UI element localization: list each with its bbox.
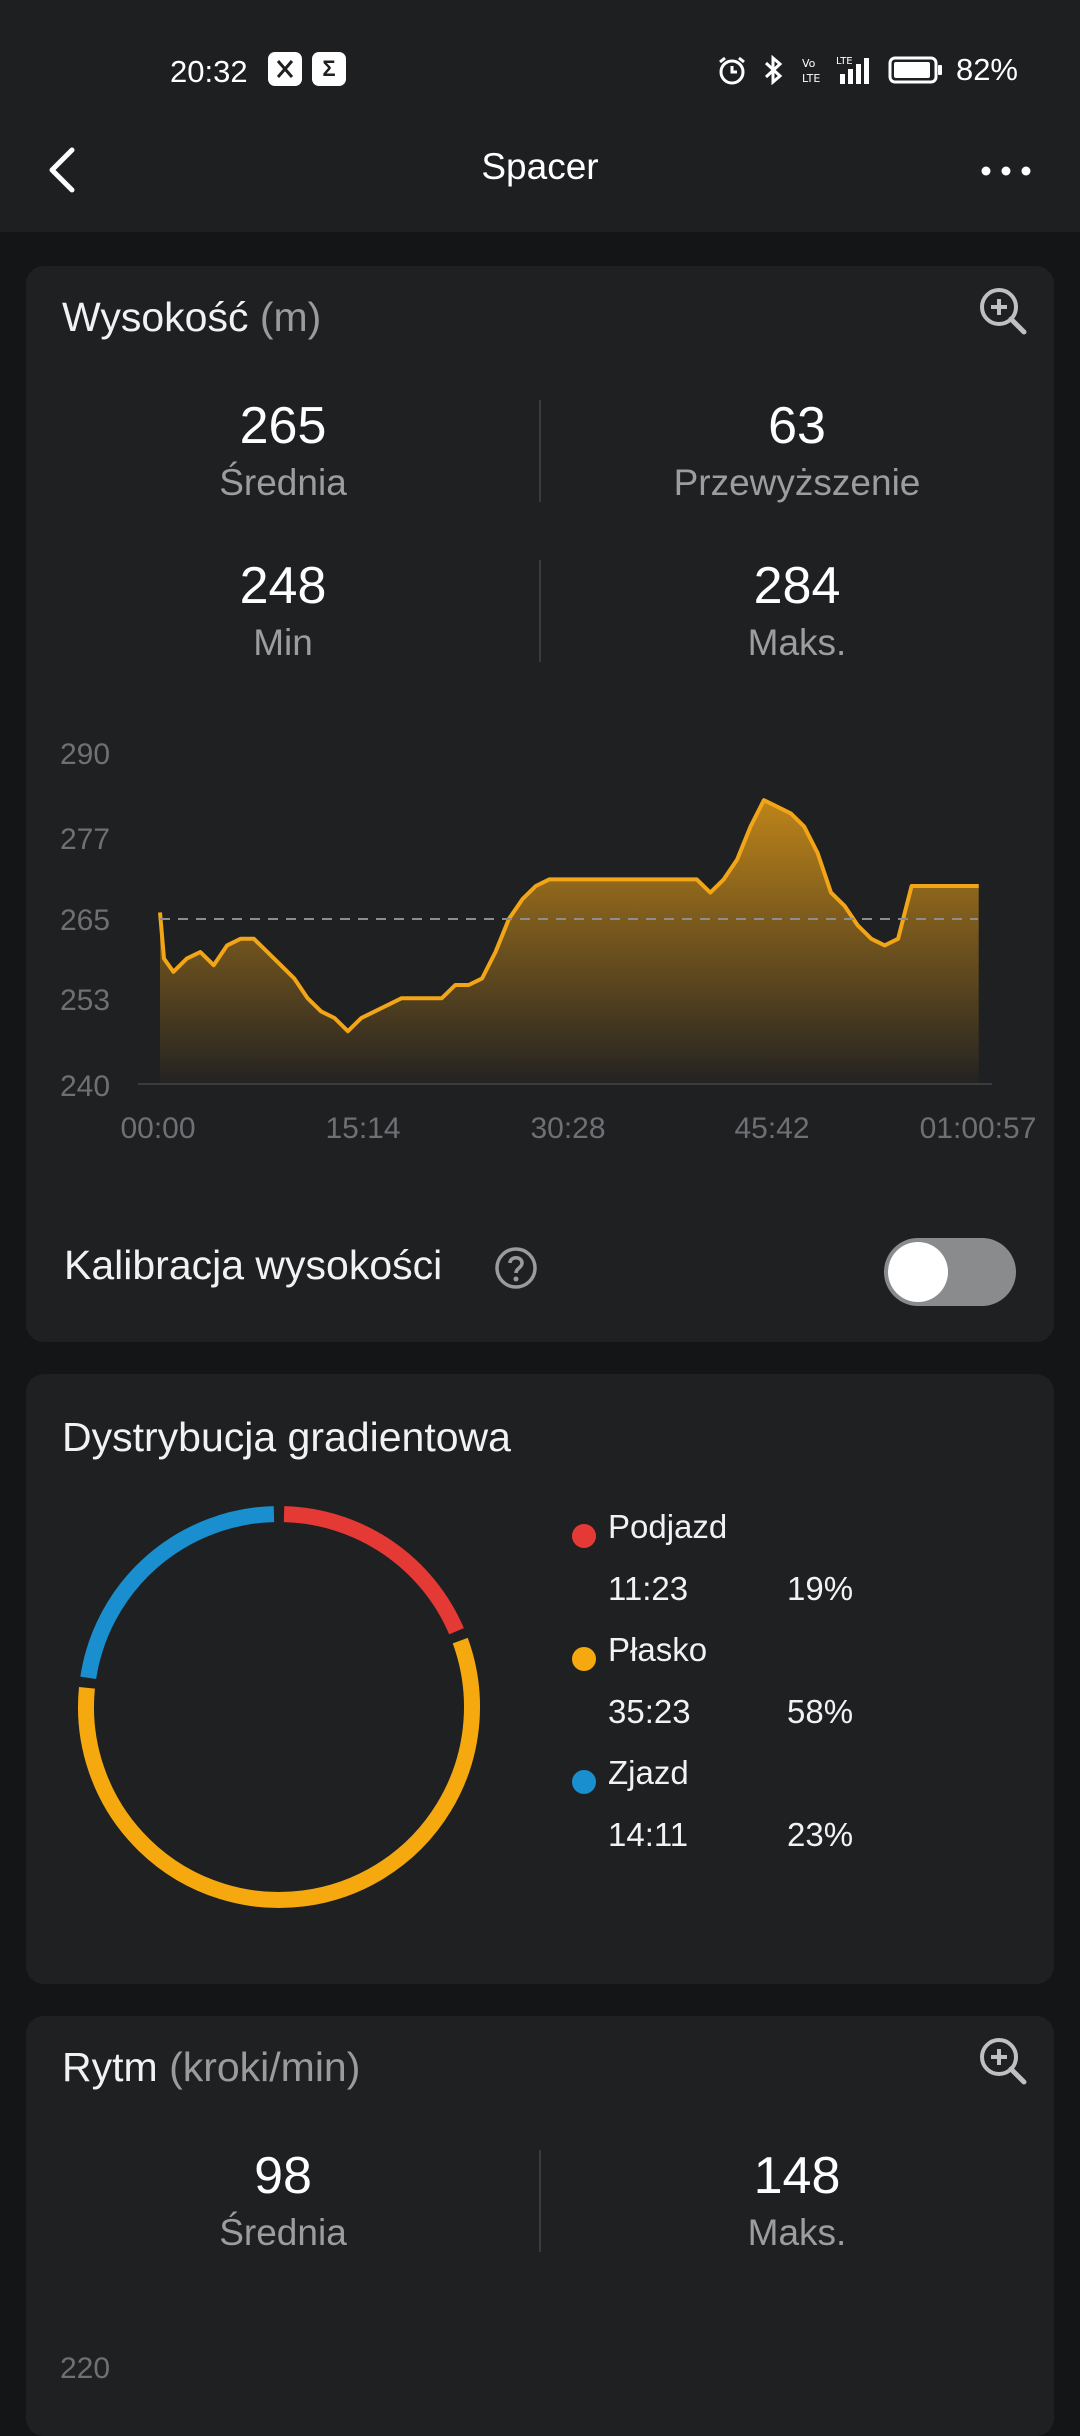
cadence-stat-max: 148 Maks. [540, 2146, 1054, 2254]
stat-value: 98 [254, 2147, 312, 2205]
navigation-bar: Spacer [0, 120, 1080, 220]
legend-dot [572, 1770, 596, 1794]
altitude-stat-min: 248 Min [26, 556, 540, 664]
altitude-area-fill [160, 800, 979, 1084]
gradient-title: Dystrybucja gradientowa [62, 1414, 511, 1460]
bluetooth-icon [764, 54, 783, 86]
legend-percent: 58% [787, 1693, 854, 1730]
battery-percentage: 82% [955, 52, 1018, 87]
volte-icon: Vo LTE [802, 57, 820, 85]
altitude-stat-max: 284 Maks. [540, 556, 1054, 664]
altitude-title-text: Wysokość [62, 294, 249, 340]
svg-text:LTE: LTE [802, 72, 820, 85]
altitude-calibration-label: Kalibracja wysokości [64, 1242, 443, 1288]
stat-label: Maks. [747, 2212, 847, 2253]
stat-divider [539, 560, 541, 662]
help-icon[interactable] [494, 1246, 538, 1290]
altitude-stat-average: 265 Średnia [26, 396, 540, 504]
status-app-icons: Σ [268, 52, 346, 86]
legend-dot [572, 1524, 596, 1548]
svg-text:Vo: Vo [802, 57, 816, 70]
top-bar: 20:32 Σ Vo LTE LTE 82% Spacer [0, 0, 1080, 232]
y-tick-label: 265 [60, 904, 111, 937]
stat-divider [539, 400, 541, 502]
legend-time: 35:23 [608, 1693, 691, 1730]
stat-value: 148 [753, 2147, 841, 2205]
x-tick-label: 15:14 [325, 1112, 401, 1145]
legend-dot [572, 1647, 596, 1671]
status-right-icons: Vo LTE LTE 82% [716, 52, 1018, 88]
gradient-donut-chart [78, 1506, 480, 1908]
x-tick-label: 30:28 [530, 1112, 606, 1145]
donut-slice-płasko [78, 1637, 480, 1908]
cadence-title-text: Rytm [62, 2044, 158, 2090]
legend-name: Podjazd [608, 1508, 728, 1545]
svg-text:LTE: LTE [836, 56, 853, 67]
legend-name: Płasko [608, 1631, 708, 1668]
y-tick-label: 240 [60, 1070, 111, 1103]
stat-label: Maks. [747, 622, 847, 663]
zoom-in-icon[interactable] [978, 286, 1028, 336]
stat-label: Średnia [219, 2212, 347, 2253]
altitude-unit: (m) [259, 294, 322, 340]
altitude-card: Wysokość (m) 265 Średnia 63 Przewyższeni… [26, 266, 1054, 1342]
back-arrow-icon[interactable] [36, 142, 92, 198]
cadence-unit: (kroki/min) [169, 2044, 361, 2090]
x-tick-label: 01:00:57 [919, 1112, 1037, 1145]
stat-value: 63 [768, 397, 826, 455]
sigma-app-icon: Σ [312, 52, 346, 86]
gradient-distribution-card: Dystrybucja gradientowa Podjazd 11:23 19… [26, 1374, 1054, 1984]
cadence-title: Rytm (kroki/min) [62, 2044, 360, 2091]
y-tick-label: 220 [60, 2352, 111, 2385]
y-tick-label: 253 [60, 984, 111, 1017]
legend-name: Zjazd [608, 1754, 689, 1791]
stat-value: 284 [753, 557, 841, 615]
signal-icon: LTE [836, 56, 869, 84]
app-icon-1 [268, 52, 302, 86]
donut-slice-podjazd [283, 1506, 464, 1635]
page-title: Spacer [481, 146, 599, 187]
stat-label: Średnia [219, 462, 347, 503]
x-tick-label: 45:42 [734, 1112, 810, 1145]
alarm-icon [719, 56, 745, 85]
status-time: 20:32 [170, 54, 248, 89]
legend-percent: 23% [787, 1816, 854, 1853]
donut-slice-zjazd [80, 1506, 275, 1680]
cadence-card: Rytm (kroki/min) 98 Średnia 148 Maks. 22… [26, 2016, 1054, 2436]
legend-time: 14:11 [608, 1816, 689, 1853]
stat-label: Min [253, 622, 313, 663]
y-tick-label: 290 [60, 738, 111, 771]
y-tick-label: 277 [60, 823, 111, 856]
battery-icon [888, 56, 942, 84]
stat-label: Przewyższenie [673, 462, 921, 503]
more-options-icon[interactable] [976, 146, 1036, 196]
legend-percent: 19% [787, 1570, 854, 1607]
altitude-stat-gain: 63 Przewyższenie [540, 396, 1054, 504]
stat-divider [539, 2150, 541, 2252]
cadence-stat-average: 98 Średnia [26, 2146, 540, 2254]
x-tick-label: 00:00 [120, 1112, 196, 1145]
stat-value: 265 [239, 397, 327, 455]
legend-time: 11:23 [608, 1570, 689, 1607]
toggle-knob [888, 1242, 948, 1302]
stat-value: 248 [239, 557, 327, 615]
altitude-calibration-toggle[interactable] [884, 1238, 1016, 1306]
zoom-in-icon[interactable] [978, 2036, 1028, 2086]
altitude-line [158, 798, 979, 1034]
altitude-title: Wysokość (m) [62, 294, 321, 341]
altitude-chart [138, 798, 992, 1085]
status-bar: 20:32 Σ Vo LTE LTE 82% [0, 40, 1080, 104]
